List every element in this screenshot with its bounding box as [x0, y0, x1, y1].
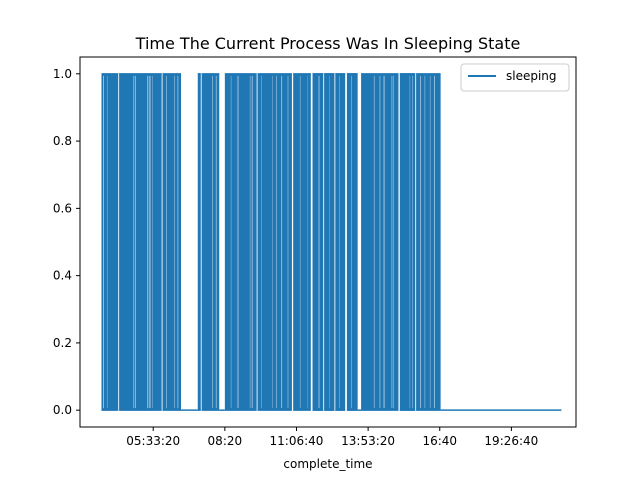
legend-label-sleeping: sleeping: [506, 69, 557, 83]
series-sleeping-switching-block: [197, 73, 201, 411]
series-sleeping-fill: [119, 73, 162, 411]
series-sleeping-switching-block: [416, 73, 441, 411]
y-axis: 0.0 0.2 0.4 0.6 0.8 1.0: [53, 67, 80, 417]
y-tick-label: 1.0: [53, 67, 72, 81]
series-sleeping-fill: [416, 73, 441, 411]
plot-area: [101, 73, 562, 411]
series-sleeping-fill: [399, 73, 416, 411]
series-sleeping-fill: [293, 73, 311, 411]
x-tick-label: 08:20: [208, 434, 243, 448]
chart-title: Time The Current Process Was In Sleeping…: [135, 34, 521, 53]
series-sleeping-fill: [162, 73, 182, 411]
series-sleeping-switching-block: [361, 73, 399, 411]
series-sleeping-fill: [197, 73, 201, 411]
series-sleeping-switching-block: [312, 73, 324, 411]
series-sleeping-fill: [257, 73, 292, 411]
y-tick-label: 0.8: [53, 134, 72, 148]
y-tick-label: 0.2: [53, 336, 72, 350]
series-sleeping-switching-block: [224, 73, 257, 411]
series-sleeping-switching-block: [324, 73, 335, 411]
y-tick-label: 0.4: [53, 269, 72, 283]
x-tick-label: 11:06:40: [270, 434, 324, 448]
x-axis-label: complete_time: [283, 457, 372, 471]
legend-box: [460, 63, 570, 92]
x-tick-label: 13:53:20: [341, 434, 395, 448]
series-sleeping-switching-block: [101, 73, 119, 411]
y-tick-label: 0.0: [53, 403, 72, 417]
legend: sleeping: [460, 63, 570, 92]
series-sleeping-switching-block: [399, 73, 416, 411]
y-tick-label: 0.6: [53, 201, 72, 215]
series-sleeping-switching-block: [162, 73, 182, 411]
series-sleeping-switching-block: [346, 73, 358, 411]
series-sleeping-fill: [224, 73, 257, 411]
series-sleeping-switching-block: [335, 73, 346, 411]
series-sleeping-switching-block: [119, 73, 162, 411]
series-sleeping-fill: [101, 73, 119, 411]
series-sleeping-fill: [346, 73, 358, 411]
plot-frame: [79, 56, 577, 428]
series-sleeping-fill: [335, 73, 346, 411]
series-sleeping-switching-block: [201, 73, 220, 411]
x-axis: 05:33:20 08:20 11:06:40 13:53:20 16:40 19:26:…: [126, 427, 538, 448]
x-tick-label: 05:33:20: [126, 434, 180, 448]
series-sleeping-switching-block: [293, 73, 311, 411]
series-sleeping-switching-block: [257, 73, 292, 411]
x-tick-label: 16:40: [422, 434, 457, 448]
series-sleeping-fill: [312, 73, 324, 411]
x-tick-label: 19:26:40: [484, 434, 538, 448]
series-sleeping-fill: [201, 73, 220, 411]
